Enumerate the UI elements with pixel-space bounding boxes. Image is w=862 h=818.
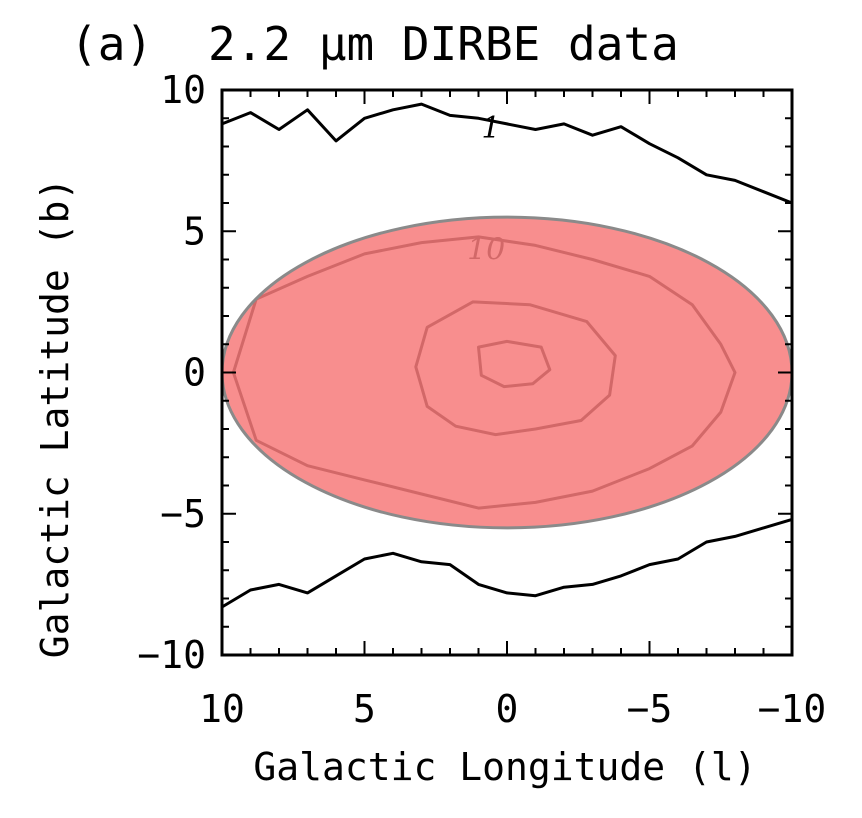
chart-title: 2.2 μm DIRBE data (208, 17, 679, 71)
y-tick-label: −5 (160, 492, 206, 536)
panel-label: (a) (70, 17, 153, 71)
x-axis-title: Galactic Longitude (l) (253, 745, 756, 789)
overlay-ellipse (220, 215, 794, 530)
y-tick-label: 0 (183, 351, 206, 395)
contour-line-1-top (221, 102, 793, 205)
tick-layer: 10 5 0 −5 −10 10 5 0 −5 −10 (137, 68, 826, 731)
x-tick-label: −5 (627, 687, 673, 731)
plot-area: 1 10 10 5 0 −5 −10 10 5 0 −5 −10 (137, 68, 826, 731)
y-tick-label: 5 (183, 209, 206, 253)
y-tick-label: 10 (160, 68, 206, 112)
overlay-layer (220, 215, 794, 530)
x-tick-label: 5 (353, 687, 376, 731)
contour-label: 1 (481, 111, 500, 146)
y-axis-title: Galactic Latitude (b) (33, 178, 77, 658)
contour-line-1-bottom (221, 517, 793, 609)
x-tick-label: 10 (199, 687, 245, 731)
x-tick-label: 0 (496, 687, 519, 731)
y-tick-label: −10 (137, 633, 206, 677)
x-tick-label: −10 (758, 687, 827, 731)
